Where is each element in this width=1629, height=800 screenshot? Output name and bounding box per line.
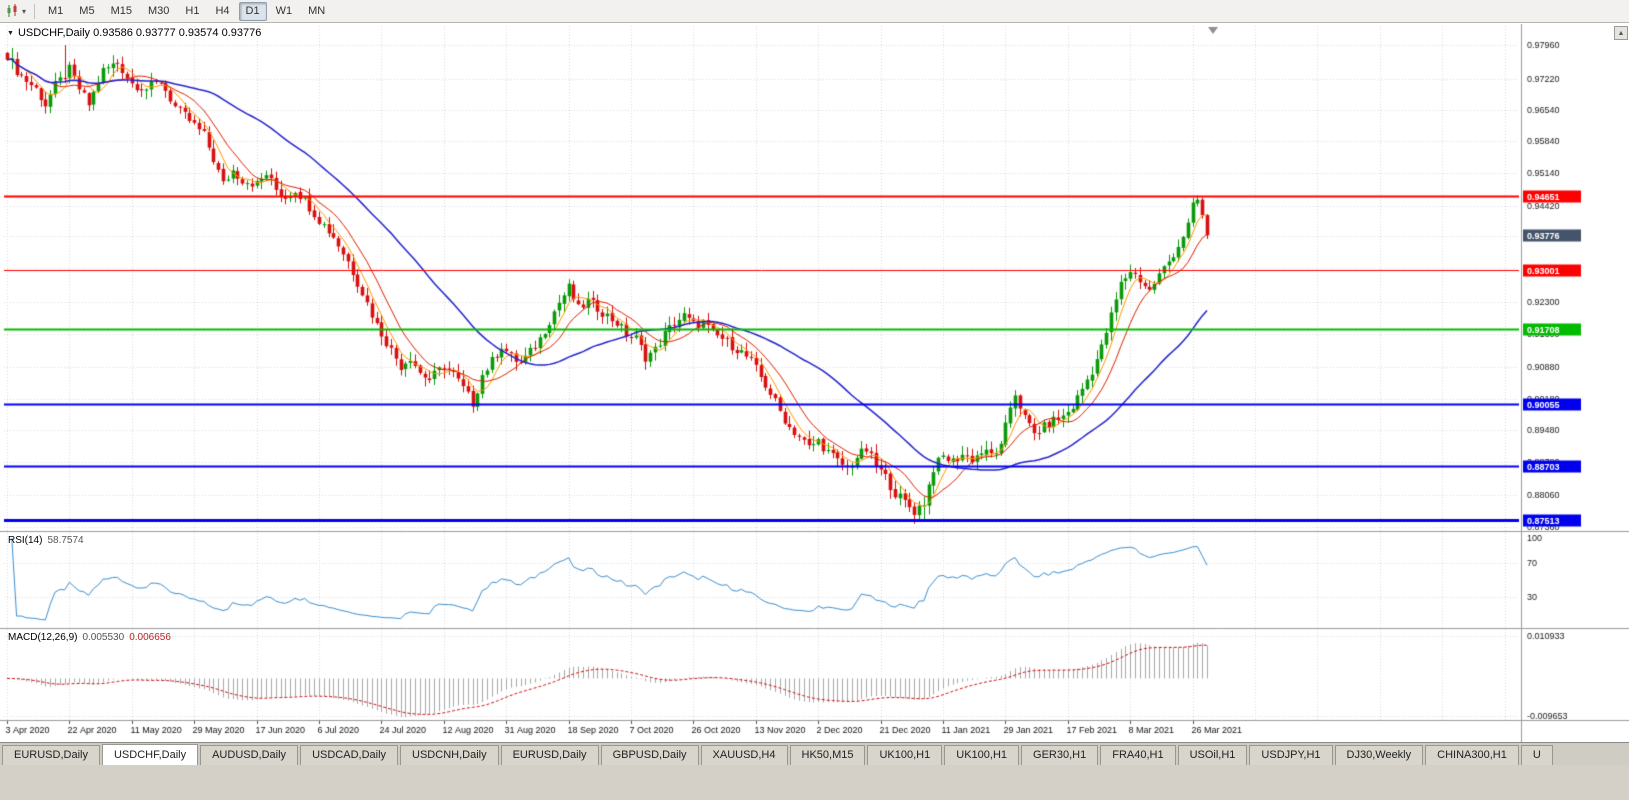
timeframe-m5-button[interactable]: M5: [79, 4, 95, 17]
window-chrome-filler: [0, 765, 1629, 800]
timeframe-m1-button[interactable]: M1: [48, 4, 64, 17]
timeframe-w1-button[interactable]: W1: [275, 4, 293, 17]
chart-tab-uk100-h1[interactable]: UK100,H1: [944, 745, 1020, 765]
chart-tab-dj30-weekly[interactable]: DJ30,Weekly: [1334, 745, 1424, 765]
chart-tab-usoil-h1[interactable]: USOil,H1: [1177, 745, 1248, 765]
timeframe-h4-button[interactable]: H4: [215, 4, 230, 17]
timeframe-h1-button[interactable]: H1: [185, 4, 200, 17]
timeframe-toolbar: ▾ M1 M5 M15 M30 H1 H4 D1 W1 MN: [0, 0, 1629, 23]
chart-title: ▼ USDCHF,Daily 0.93586 0.93777 0.93574 0.…: [7, 27, 261, 39]
timeframe-d1-button[interactable]: D1: [238, 1, 267, 21]
chart-tab-hk50-m15[interactable]: HK50,M15: [789, 745, 866, 765]
chart-tab-fra40-h1[interactable]: FRA40,H1: [1100, 745, 1176, 765]
chart-tab-u[interactable]: U: [1520, 745, 1553, 765]
chart-tab-eurusd-daily[interactable]: EURUSD,Daily: [500, 745, 599, 765]
chart-tab-eurusd-daily[interactable]: EURUSD,Daily: [2, 745, 100, 765]
chart-tab-bar: EURUSD,Daily USDCHF,Daily AUDUSD,Daily USDC…: [0, 742, 1629, 765]
rsi-indicator-label: RSI(14) 58.7574: [8, 535, 84, 546]
rsi-name: RSI(14): [8, 535, 43, 546]
toolbar-separator: [34, 3, 36, 19]
chart-tab-china300-h1[interactable]: CHINA300,H1: [1425, 745, 1519, 765]
chart-tab-ger30-h1[interactable]: GER30,H1: [1021, 745, 1099, 765]
timeframe-m15-button[interactable]: M15: [110, 4, 132, 17]
timeframe-m30-button[interactable]: M30: [147, 4, 170, 17]
macd-name: MACD(12,26,9): [8, 632, 78, 643]
macd-indicator-label: MACD(12,26,9) 0.005530 0.006656: [8, 632, 171, 643]
chart-tab-usdjpy-h1[interactable]: USDJPY,H1: [1249, 745, 1333, 765]
macd-main-value: 0.005530: [82, 632, 125, 643]
chart-tab-audusd-daily[interactable]: AUDUSD,Daily: [200, 745, 299, 765]
timeframe-buttons: M1 M5 M15 M30 H1 H4 D1 W1 MN: [40, 1, 333, 21]
chart-tab-usdcad-daily[interactable]: USDCAD,Daily: [300, 745, 399, 765]
timeframe-mn-button[interactable]: MN: [308, 4, 326, 17]
chart-tab-gbpusd-daily[interactable]: GBPUSD,Daily: [600, 745, 699, 765]
macd-signal-value: 0.006656: [129, 632, 171, 643]
chart-title-text: USDCHF,Daily 0.93586 0.93777 0.93574 0.9…: [17, 27, 262, 39]
rsi-value: 58.7574: [47, 535, 84, 546]
chart-menu-icon[interactable]: ▼: [7, 30, 14, 37]
chart-tab-usdchf-daily[interactable]: USDCHF,Daily: [101, 744, 199, 765]
chart-type-dropdown-icon[interactable]: ▾: [22, 6, 27, 16]
chart-canvas[interactable]: [0, 24, 1629, 742]
chart-tab-usdcnh-daily[interactable]: USDCNH,Daily: [400, 745, 499, 765]
chart-tab-uk100-h1[interactable]: UK100,H1: [867, 745, 943, 765]
scroll-up-button[interactable]: ▲: [1614, 26, 1628, 40]
candlestick-chart-icon[interactable]: [4, 3, 22, 19]
chart-tab-xauusd-h4[interactable]: XAUUSD,H4: [700, 745, 788, 765]
